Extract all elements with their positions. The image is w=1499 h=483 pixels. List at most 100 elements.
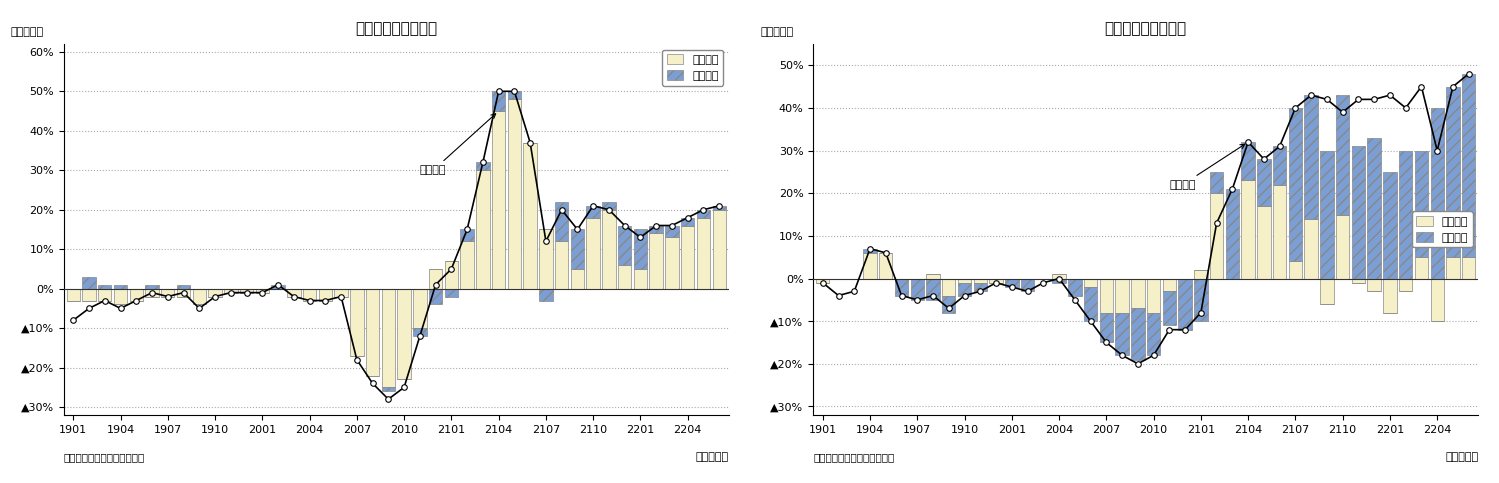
Bar [208, 289, 222, 297]
Bar [460, 229, 474, 242]
Bar [114, 289, 127, 304]
Bar [1132, 308, 1145, 359]
Bar [256, 289, 268, 293]
Bar [1304, 95, 1318, 219]
Bar [712, 210, 726, 289]
Bar [1384, 279, 1397, 313]
Bar [1336, 214, 1349, 279]
Bar [586, 206, 600, 218]
Bar [603, 202, 616, 210]
Bar [1462, 74, 1475, 257]
Bar [540, 289, 553, 300]
Bar [1052, 274, 1066, 279]
Bar [319, 289, 333, 300]
Bar [603, 210, 616, 289]
Bar [989, 279, 1003, 283]
Bar [910, 279, 923, 300]
Bar [334, 289, 348, 297]
Bar [177, 284, 190, 289]
Bar [540, 229, 553, 289]
Bar [145, 289, 159, 297]
Bar [974, 283, 986, 291]
Bar [815, 279, 829, 283]
Title: 輸出金額の要因分解: 輸出金額の要因分解 [355, 21, 438, 36]
Bar [523, 142, 537, 289]
Text: 輸入金額: 輸入金額 [1169, 144, 1244, 190]
Bar [649, 226, 663, 233]
Bar [666, 237, 679, 289]
Legend: 数量要因, 価格要因: 数量要因, 価格要因 [1412, 212, 1472, 247]
Bar [366, 289, 379, 375]
Bar [1195, 279, 1208, 321]
Bar [1115, 313, 1129, 355]
Bar [1069, 279, 1082, 296]
Title: 輸入金額の要因分解: 輸入金額の要因分解 [1105, 21, 1187, 36]
Bar [1195, 270, 1208, 279]
Bar [1084, 287, 1097, 321]
Bar [1304, 219, 1318, 279]
Bar [863, 253, 877, 279]
Bar [618, 226, 631, 265]
Bar [192, 289, 205, 304]
Bar [1399, 279, 1412, 291]
Bar [634, 229, 648, 269]
Bar [508, 99, 522, 289]
Bar [941, 279, 955, 296]
Bar [571, 269, 585, 289]
Bar [97, 284, 111, 289]
Bar [271, 284, 285, 289]
Bar [1258, 159, 1271, 206]
Bar [926, 279, 940, 300]
Bar [508, 91, 522, 99]
Bar [1226, 189, 1240, 279]
Bar [1415, 257, 1429, 279]
Bar [697, 210, 711, 218]
Bar [1447, 257, 1460, 279]
Bar [1367, 138, 1381, 279]
Bar [1163, 291, 1177, 326]
Bar [586, 218, 600, 289]
Bar [160, 289, 174, 297]
Bar [1399, 151, 1412, 279]
Bar [974, 279, 986, 283]
Bar [1321, 279, 1334, 304]
Bar [66, 289, 79, 300]
Bar [1273, 185, 1286, 279]
Bar [1100, 313, 1114, 342]
Bar [1210, 193, 1223, 279]
Bar [1462, 257, 1475, 279]
Bar [681, 218, 694, 226]
Bar [1430, 108, 1444, 279]
Bar [1352, 279, 1366, 283]
Bar [958, 279, 971, 283]
Bar [941, 296, 955, 313]
Bar [1273, 146, 1286, 185]
Bar [114, 284, 127, 289]
Bar [303, 289, 316, 300]
Bar [145, 284, 159, 289]
Bar [1415, 151, 1429, 257]
Bar [1430, 279, 1444, 321]
Bar [1147, 313, 1160, 355]
Bar [492, 111, 505, 289]
Text: 輸出金額: 輸出金額 [420, 114, 496, 175]
Bar [1147, 279, 1160, 313]
Bar [1178, 279, 1192, 330]
Bar [681, 226, 694, 289]
Bar [240, 289, 253, 293]
Bar [382, 289, 396, 387]
Bar [460, 242, 474, 289]
Legend: 数量要因, 価格要因: 数量要因, 価格要因 [663, 49, 723, 85]
Bar [555, 242, 568, 289]
Bar [1210, 172, 1223, 193]
Bar [445, 261, 459, 289]
Bar [477, 162, 490, 170]
Bar [477, 170, 490, 289]
Bar [863, 249, 877, 253]
Bar [1084, 279, 1097, 287]
Bar [1447, 86, 1460, 257]
Text: （年・月）: （年・月） [696, 452, 729, 462]
Bar [82, 277, 96, 289]
Bar [666, 226, 679, 237]
Bar [397, 289, 411, 380]
